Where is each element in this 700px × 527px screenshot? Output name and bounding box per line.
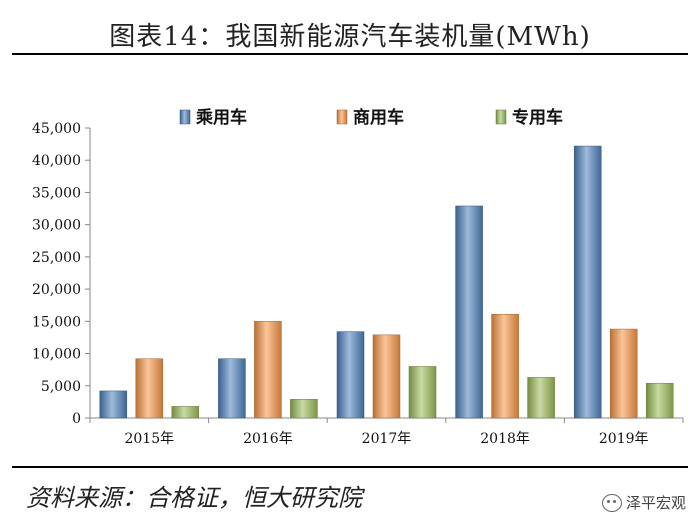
x-tick-label: 2019年 [599, 431, 649, 447]
bar-专用车-2017年 [408, 366, 437, 419]
legend-label-专用车: 专用车 [512, 107, 563, 128]
x-tick-label: 2017年 [362, 431, 412, 447]
legend-label-商用车: 商用车 [353, 107, 404, 128]
y-tick-label: 10,000 [32, 347, 81, 363]
bar-专用车-2018年 [527, 377, 555, 419]
bar-乘用车-2019年 [573, 145, 602, 419]
bar-乘用车-2017年 [336, 331, 365, 419]
bar-乘用车-2016年 [218, 358, 246, 419]
legend-swatch-乘用车 [179, 109, 191, 125]
watermark: 泽平宏观 [601, 492, 686, 513]
y-tick-label: 40,000 [32, 153, 81, 169]
wechat-icon [601, 493, 622, 512]
y-tick-label: 30,000 [32, 218, 81, 234]
page-title: 图表14：我国新能源汽车装机量(MWh) [109, 22, 591, 52]
bar-乘用车-2018年 [455, 205, 483, 419]
bar-商用车-2018年 [491, 313, 519, 419]
legend-swatch-商用车 [336, 109, 348, 125]
source-rule [12, 466, 688, 468]
bar-乘用车-2015年 [99, 390, 128, 419]
y-tick-label: 25,000 [32, 250, 81, 266]
watermark-text: 泽平宏观 [625, 494, 686, 512]
legend-swatch-专用车 [495, 109, 507, 125]
y-tick-label: 45,000 [32, 121, 81, 137]
bar-商用车-2019年 [609, 328, 638, 419]
source-note: 资料来源：合格证，恒大研究院 [26, 484, 362, 512]
y-tick-label: 35,000 [32, 185, 81, 201]
y-tick-label: 0 [72, 411, 81, 427]
bar-专用车-2016年 [290, 399, 318, 419]
bar-专用车-2019年 [645, 382, 674, 419]
bar-专用车-2015年 [171, 406, 200, 419]
title-rule [12, 53, 688, 55]
bar-商用车-2015年 [135, 358, 164, 419]
x-tick-label: 2018年 [480, 431, 530, 447]
y-tick-label: 5,000 [41, 379, 81, 395]
bar-商用车-2016年 [254, 321, 282, 419]
y-tick-label: 15,000 [32, 314, 81, 330]
x-tick-label: 2015年 [124, 431, 174, 447]
y-tick-label: 20,000 [32, 282, 81, 298]
legend-label-乘用车: 乘用车 [195, 107, 247, 128]
bar-商用车-2017年 [372, 334, 401, 419]
x-tick-label: 2016年 [243, 431, 293, 447]
